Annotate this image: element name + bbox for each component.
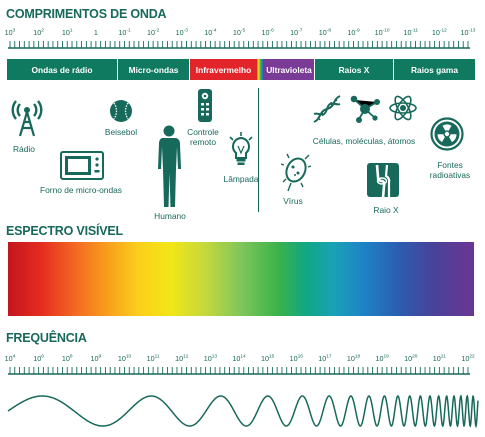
frequency-ruler-label: 1017 xyxy=(318,354,332,364)
frequency-ruler: 104 106 108 109 1010 1011 1012 1013 1014 1015 1016… xyxy=(5,354,475,375)
frequency-wave xyxy=(7,394,479,429)
radioactive-label: Fontes radioativas xyxy=(429,160,471,180)
wavelength-ruler-label: 10-4 xyxy=(204,28,217,38)
wavelength-ruler-label: 10-7 xyxy=(290,28,303,38)
band-bar: Ondas de rádio Micro-ondas Infravermelho… xyxy=(7,59,475,80)
molecule-icon xyxy=(350,95,380,123)
frequency-ruler-label: 1020 xyxy=(404,354,418,364)
frequency-ruler-label: 1016 xyxy=(290,354,304,364)
baseball-label: Beisebol xyxy=(104,127,138,137)
wavelength-ruler-label: 10-6 xyxy=(261,28,274,38)
baseball-icon xyxy=(110,100,132,122)
remote-control-label: Controle remoto xyxy=(187,127,219,147)
visible-spectrum-heading: ESPECTRO VISÍVEL xyxy=(6,224,123,238)
wavelength-ruler-label: 10-13 xyxy=(461,28,476,38)
examples-divider xyxy=(258,88,259,212)
human-label: Humano xyxy=(154,211,186,221)
band-xray: Raios X xyxy=(315,59,393,80)
xray-label: Raio X xyxy=(373,205,399,215)
xray-icon xyxy=(367,163,399,199)
radio-tower-icon xyxy=(11,100,43,137)
wavelength-ruler-label: 10-8 xyxy=(319,28,332,38)
visible-spectrum-gradient xyxy=(8,242,474,316)
wavelength-ruler-label: 10-12 xyxy=(432,28,447,38)
microwave-oven-label: Forno de micro-ondas xyxy=(40,185,122,195)
frequency-ruler-label: 1011 xyxy=(147,354,160,364)
band-microwave: Micro-ondas xyxy=(118,59,189,80)
wavelength-ruler-label: 103 xyxy=(5,28,16,38)
wavelength-ruler-label: 10-5 xyxy=(233,28,246,38)
wavelength-ruler: 103 102 101 1 10-1 10-2 10-3 10-4 10-5 10-6 10-7 10… xyxy=(5,28,476,49)
frequency-ruler-label: 108 xyxy=(62,354,73,364)
frequency-ruler-label: 109 xyxy=(91,354,102,364)
human-icon xyxy=(158,125,181,207)
wavelength-ruler-label: 101 xyxy=(62,28,73,38)
lightbulb-icon xyxy=(229,132,253,165)
wavelengths-heading: COMPRIMENTOS DE ONDA xyxy=(6,7,167,21)
radioactive-icon xyxy=(430,117,464,151)
band-gamma: Raios gama xyxy=(394,59,475,80)
frequency-ruler-label: 1014 xyxy=(232,354,246,364)
microwave-oven-icon xyxy=(60,151,104,180)
band-ultraviolet: Ultravioleta xyxy=(264,59,314,80)
radio-label: Rádio xyxy=(13,144,35,154)
wavelength-ruler-label: 10-9 xyxy=(347,28,360,38)
frequency-ruler-label: 1018 xyxy=(347,354,361,364)
virus-label: Vírus xyxy=(283,196,303,206)
band-visible-strip xyxy=(257,59,264,80)
band-radio: Ondas de rádio xyxy=(7,59,117,80)
lamp-label: Lâmpada xyxy=(223,174,259,184)
frequency-heading: FREQUÊNCIA xyxy=(6,331,87,345)
wavelength-ruler-label: 10-1 xyxy=(118,28,131,38)
atom-icon xyxy=(389,95,417,121)
frequency-ruler-label: 104 xyxy=(5,354,16,364)
cells-label: Células, moléculas, átomos xyxy=(312,136,416,146)
wavelength-ruler-label: 10-11 xyxy=(403,28,418,38)
frequency-ruler-label: 1012 xyxy=(175,354,189,364)
wavelength-ruler-label: 10-2 xyxy=(147,28,160,38)
frequency-wave-path xyxy=(7,394,479,429)
band-infrared: Infravermelho xyxy=(190,59,257,80)
frequency-ruler-label: 1021 xyxy=(433,354,447,364)
frequency-ruler-label: 106 xyxy=(33,354,44,364)
frequency-ruler-label: 1013 xyxy=(204,354,218,364)
virus-icon xyxy=(281,153,311,192)
wavelength-ruler-label: 1 xyxy=(94,28,98,37)
frequency-ruler-label: 1019 xyxy=(375,354,389,364)
wavelength-ruler-label: 10-10 xyxy=(375,28,390,38)
wavelength-ruler-label: 10-3 xyxy=(176,28,189,38)
frequency-ruler-label: 1010 xyxy=(118,354,132,364)
frequency-ruler-label: 1022 xyxy=(461,354,475,364)
remote-control-icon xyxy=(198,89,212,122)
dna-icon xyxy=(313,95,341,123)
frequency-ruler-label: 1015 xyxy=(261,354,275,364)
wavelength-ruler-label: 102 xyxy=(33,28,44,38)
